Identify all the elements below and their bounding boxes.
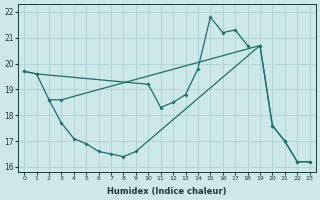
X-axis label: Humidex (Indice chaleur): Humidex (Indice chaleur) (107, 187, 227, 196)
